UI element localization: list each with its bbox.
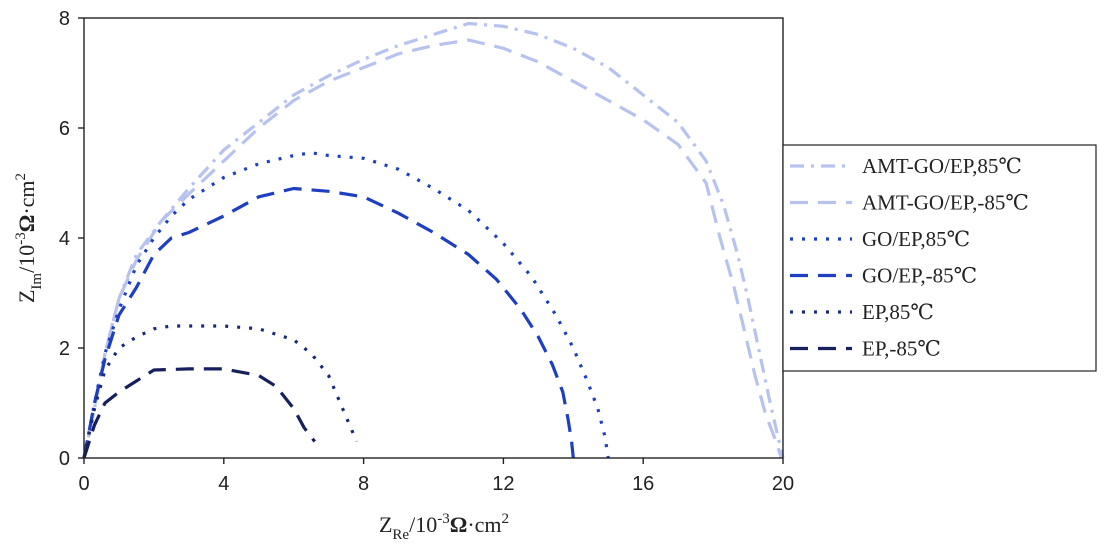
y-tick-label: 2	[59, 338, 70, 360]
x-tick-label: 20	[772, 473, 794, 495]
legend-label-2: GO/EP,85℃	[862, 227, 970, 251]
x-tick-label: 12	[492, 473, 514, 495]
series-lines	[82, 21, 785, 459]
y-axis-title: ZIm/10-3Ω·cm2	[13, 173, 45, 303]
legend-label-4: EP,85℃	[862, 300, 934, 324]
series-line-1	[82, 38, 783, 459]
series-line-0	[82, 21, 785, 459]
plot-frame	[83, 17, 784, 459]
legend: AMT-GO/EP,85℃ AMT-GO/EP,-85℃ GO/EP,85℃ GO/E…	[782, 144, 1097, 372]
legend-label-0: AMT-GO/EP,85℃	[862, 154, 1022, 178]
y-tick-label: 0	[59, 448, 70, 470]
y-tick-label: 8	[59, 8, 70, 30]
x-tick-label: 4	[218, 473, 229, 495]
legend-label-3: GO/EP,-85℃	[862, 264, 977, 288]
x-tick-label: 8	[358, 473, 369, 495]
x-tick-label: 0	[78, 473, 89, 495]
axes	[83, 17, 784, 459]
x-axis-title: ZRe/10-3Ω·cm2	[379, 511, 509, 543]
legend-label-1: AMT-GO/EP,-85℃	[862, 191, 1029, 215]
tick-marks: 0 4 8 12 16 20 0 2 4 6 8	[59, 8, 794, 495]
x-axis-label: ZRe/10-3Ω·cm2	[379, 511, 509, 543]
series-line-3	[82, 186, 575, 459]
y-tick-label: 4	[59, 228, 70, 250]
series-line-5	[82, 367, 316, 459]
legend-box	[782, 144, 1097, 372]
series-line-2	[82, 151, 610, 459]
legend-label-5: EP,-85℃	[862, 337, 941, 361]
x-tick-label: 16	[632, 473, 654, 495]
y-axis-label: ZIm/10-3Ω·cm2	[13, 173, 45, 303]
series-line-4	[82, 324, 359, 459]
y-tick-label: 6	[59, 118, 70, 140]
